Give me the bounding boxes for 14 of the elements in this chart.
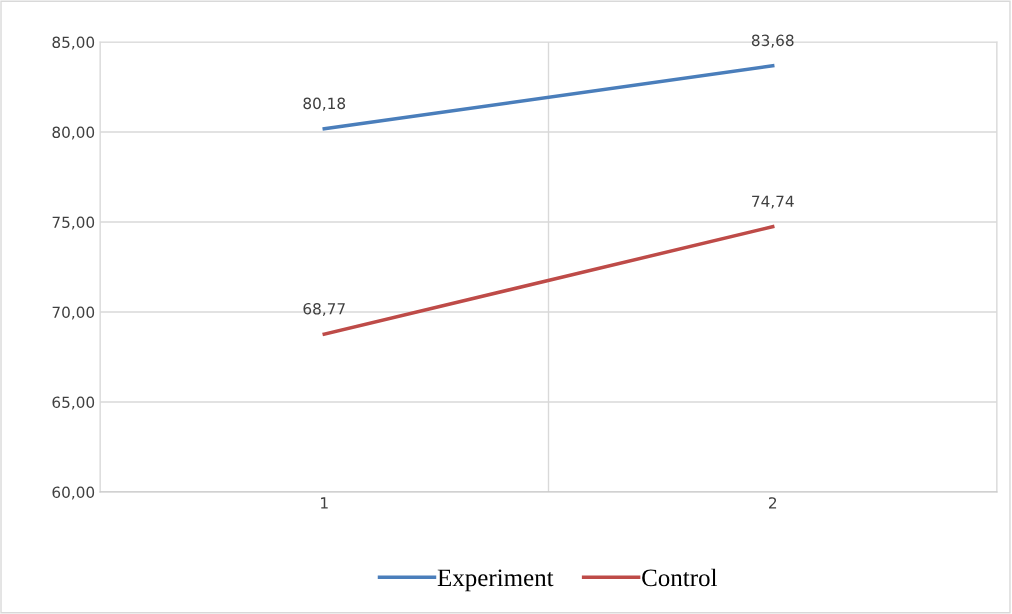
y-tick-label: 60,00 [52, 486, 95, 500]
x-tick-label: 1 [321, 497, 328, 509]
y-tick-label: 75,00 [52, 216, 95, 230]
y-tick-label: 80,00 [52, 126, 95, 140]
data-label: 68,77 [303, 302, 345, 317]
legend-label: Experiment [437, 569, 554, 592]
data-label: 83,68 [751, 34, 794, 48]
legend-label: Control [642, 568, 718, 587]
data-label: 74,74 [752, 195, 794, 209]
x-tick-label: 2 [769, 497, 777, 509]
y-tick-label: 85,00 [52, 36, 95, 50]
data-label: 80,18 [303, 97, 346, 111]
y-tick-label: 65,00 [52, 396, 95, 410]
y-tick-label: 70,00 [52, 306, 95, 320]
